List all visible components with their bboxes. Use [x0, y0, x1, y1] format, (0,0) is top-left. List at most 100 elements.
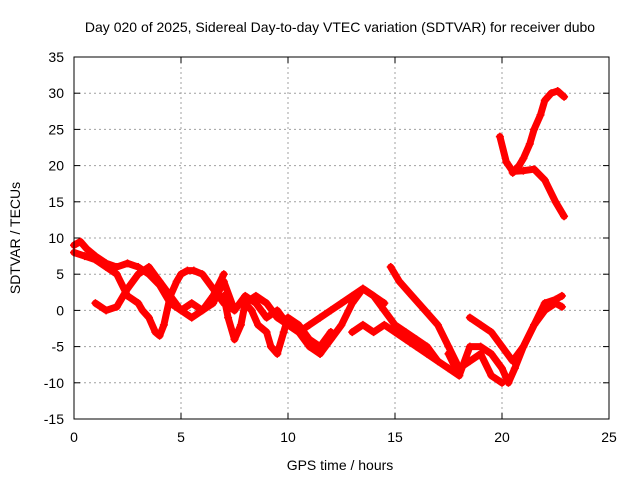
data-point: [177, 306, 185, 315]
data-point: [348, 328, 357, 337]
data-point: [254, 320, 263, 329]
data-point: [76, 237, 85, 246]
data-point: [547, 89, 556, 98]
grid-layer: [74, 57, 609, 419]
data-point: [504, 378, 513, 387]
data-point: [337, 299, 346, 308]
data-point: [134, 262, 143, 271]
data-point: [134, 299, 143, 308]
data-point: [112, 302, 121, 311]
data-point: [380, 320, 389, 329]
data-point: [251, 299, 260, 308]
data-point: [230, 335, 239, 344]
data-point: [444, 342, 453, 351]
data-point: [134, 270, 143, 279]
data-point: [525, 139, 534, 148]
data-point: [123, 259, 132, 268]
data-point: [198, 270, 207, 279]
data-point: [198, 306, 207, 315]
y-axis-label: SDTVAR / TECUs: [7, 182, 23, 294]
data-point: [487, 349, 496, 358]
data-point: [138, 306, 147, 315]
data-point: [241, 291, 250, 300]
y-tick-label: 20: [48, 158, 64, 174]
data-point: [155, 277, 164, 286]
y-tick-label: 5: [56, 266, 64, 282]
data-point: [519, 154, 528, 163]
data-point: [386, 262, 395, 271]
data-point: [380, 306, 389, 315]
data-point: [476, 349, 485, 358]
data-point: [279, 328, 288, 337]
series-track-1: [70, 238, 335, 358]
data-point: [273, 349, 282, 358]
data-point: [236, 320, 245, 329]
axes-layer: 0 5 10 15 20 25 -15 -10 -5 0 5 10 15 20 25 30 35: [44, 49, 617, 445]
y-tick-label: 35: [48, 49, 64, 65]
data-point: [498, 342, 506, 351]
data-point: [284, 313, 292, 322]
data-point: [91, 299, 100, 308]
data-point: [487, 328, 496, 337]
data-point: [412, 342, 421, 351]
data-point: [557, 302, 566, 311]
data-point: [251, 291, 260, 300]
data-point: [305, 320, 314, 329]
x-tick-label: 25: [601, 429, 617, 445]
x-tick-label: 0: [70, 429, 78, 445]
data-point: [305, 342, 314, 351]
y-tick-label: -5: [52, 339, 65, 355]
data-point: [316, 349, 325, 358]
data-point: [326, 335, 335, 344]
data-point: [540, 299, 549, 308]
data-point: [230, 306, 239, 315]
data-point: [266, 342, 275, 351]
data-point: [401, 335, 410, 344]
series-track-12: [509, 87, 568, 177]
data-point: [305, 335, 314, 344]
series-track-11: [496, 133, 568, 220]
data-point: [358, 320, 367, 329]
plot-frame: [73, 56, 610, 420]
data-point: [444, 364, 453, 373]
data-point: [423, 342, 432, 351]
data-point: [560, 212, 569, 221]
data-point: [515, 161, 524, 170]
data-point: [348, 299, 357, 308]
data-point: [487, 371, 496, 380]
data-point: [102, 306, 111, 315]
data-point: [326, 306, 335, 315]
data-point: [155, 331, 164, 340]
data-point: [553, 87, 562, 96]
data-point: [187, 299, 196, 308]
data-point: [408, 291, 417, 300]
data-point: [273, 313, 282, 322]
data-point: [189, 266, 198, 275]
data-point: [391, 328, 399, 337]
data-point: [337, 320, 346, 329]
series-layer: [70, 87, 569, 387]
data-point: [241, 299, 250, 308]
data-point: [476, 342, 485, 351]
data-point: [284, 320, 292, 329]
data-point: [112, 270, 121, 279]
data-point: [262, 328, 271, 337]
data-point: [530, 125, 539, 134]
data-point: [519, 342, 528, 351]
x-tick-label: 5: [177, 429, 185, 445]
data-point: [262, 299, 271, 308]
data-point: [369, 291, 378, 300]
data-point: [219, 291, 228, 300]
data-point: [551, 197, 560, 206]
data-point: [476, 320, 485, 329]
data-point: [423, 349, 432, 358]
data-point: [80, 252, 89, 261]
data-point: [536, 110, 545, 119]
data-point: [540, 176, 549, 185]
data-point: [123, 284, 132, 293]
data-point: [151, 328, 160, 337]
data-point: [420, 306, 429, 315]
data-point: [540, 96, 549, 105]
y-tick-label: 10: [48, 230, 64, 246]
data-point: [159, 320, 168, 329]
